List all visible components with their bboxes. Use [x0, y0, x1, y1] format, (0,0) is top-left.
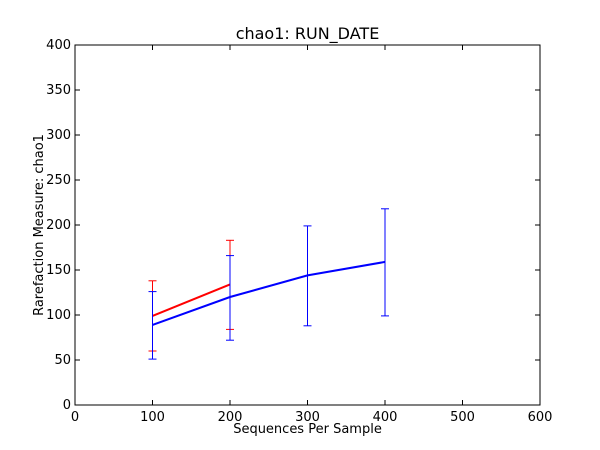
series-0: [148, 239, 234, 352]
y-tick-label: 150: [46, 263, 71, 278]
series-1: [148, 208, 389, 360]
x-tick-label: 200: [218, 410, 243, 425]
y-tick-label: 200: [46, 218, 71, 233]
x-tick-label: 100: [140, 410, 165, 425]
y-tick-label: 300: [46, 128, 71, 143]
x-tick-label: 500: [450, 410, 475, 425]
series-line: [152, 260, 386, 326]
axes-layer: 0 100 200 300 400 500 600 0 50 100 150 200 250 300 350…: [46, 38, 552, 425]
series-line: [152, 283, 231, 317]
y-tick-label: 0: [63, 398, 71, 413]
y-tick-label: 400: [46, 38, 71, 53]
y-tick-label: 50: [54, 353, 71, 368]
x-tick-label: 400: [373, 410, 398, 425]
x-axis-label: Sequences Per Sample: [233, 422, 382, 437]
plot-frame: [74, 44, 541, 406]
x-tick-label: 600: [528, 410, 553, 425]
y-tick-label: 350: [46, 83, 71, 98]
y-tick-label: 250: [46, 173, 71, 188]
chart-title: chao1: RUN_DATE: [236, 24, 380, 44]
x-tick-label: 300: [295, 410, 320, 425]
x-tick-label: 0: [71, 410, 79, 425]
y-axis-label: Rarefaction Measure: chao1: [32, 134, 47, 316]
y-tick-label: 100: [46, 308, 71, 323]
series-layer: [148, 208, 389, 360]
